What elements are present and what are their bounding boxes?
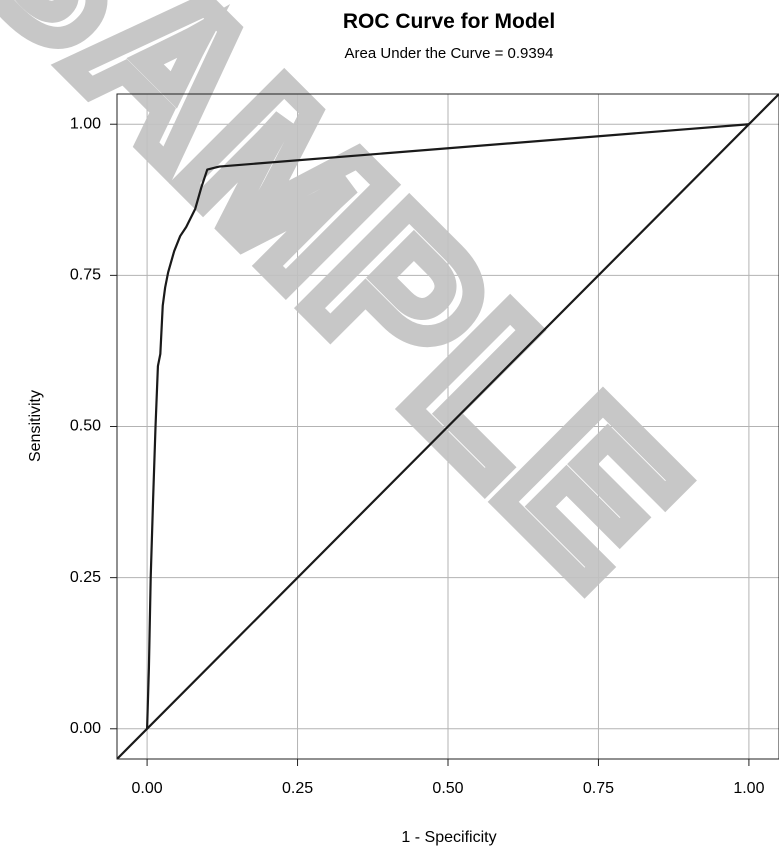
chart-subtitle: Area Under the Curve = 0.9394 — [345, 45, 554, 62]
y-axis-label: Sensitivity — [27, 390, 44, 462]
x-tick-label-2: 0.50 — [432, 780, 463, 797]
y-tick-label-3: 0.75 — [70, 267, 101, 284]
axis-ticks: 0.00 0.25 0.50 0.75 1.00 0.00 0.25 0.50 0.75 1.00 — [70, 115, 765, 797]
x-tick-label-0: 0.00 — [132, 780, 163, 797]
x-axis-label: 1 - Specificity — [401, 829, 496, 846]
reference-diagonal-line — [117, 94, 779, 759]
y-tick-label-0: 0.00 — [70, 720, 101, 737]
y-tick-label-2: 0.50 — [70, 418, 101, 435]
x-tick-label-3: 0.75 — [583, 780, 614, 797]
chart-title: ROC Curve for Model — [343, 10, 555, 33]
x-tick-label-1: 0.25 — [282, 780, 313, 797]
series-layer — [117, 94, 779, 759]
x-tick-label-4: 1.00 — [733, 780, 764, 797]
roc-curve-line — [145, 123, 751, 730]
y-tick-label-1: 0.25 — [70, 569, 101, 586]
y-tick-label-4: 1.00 — [70, 115, 101, 132]
